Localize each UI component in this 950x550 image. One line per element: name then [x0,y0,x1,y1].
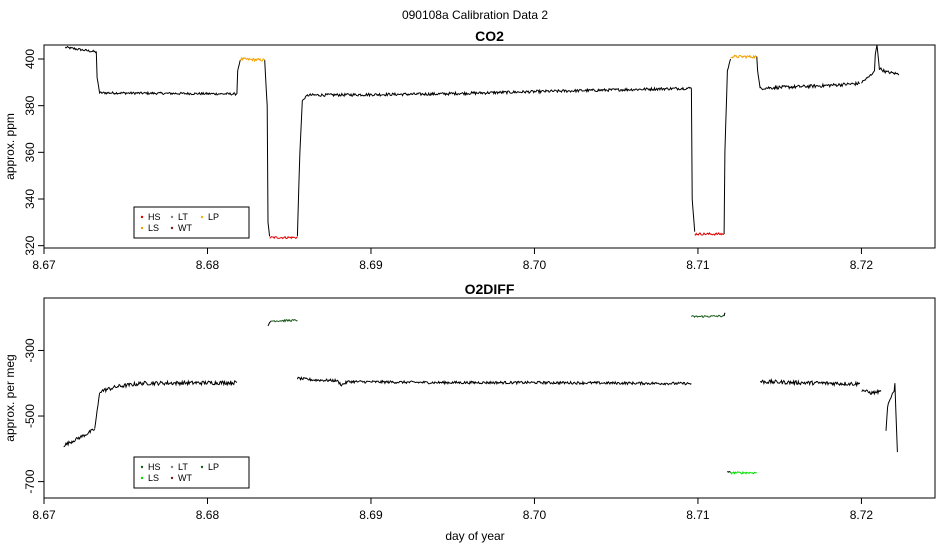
co2-series-line [723,58,732,235]
co2-legend-box [133,206,250,239]
co2-series-line [759,80,860,91]
co2-series-line [296,94,308,237]
o2diff-legend-label: LT [178,462,188,472]
co2-series-line [239,56,266,63]
o2diff-plot-frame [43,297,936,499]
o2diff-x-tick-label: 8.72 [850,508,874,522]
o2diff-series-line [296,376,692,387]
o2diff-x-tick-label: 8.69 [359,508,383,522]
o2diff-series-line [271,318,298,323]
co2-x-tick-label: 8.72 [850,258,874,272]
co2-y-axis-label: approx. ppm [3,113,17,180]
co2-plot-frame [43,44,936,249]
co2-legend-marker [140,226,144,230]
x-axis-label: day of year [445,529,504,543]
co2-axes: 8.67 8.68 8.69 8.70 8.71 8.72 320 340 360 380 400 [23,49,873,272]
o2diff-y-tick-label: -300 [23,338,37,362]
co2-series-line [264,60,271,237]
o2diff-legend-marker [170,465,174,469]
o2diff-series-line [730,470,757,475]
o2diff-legend-marker [170,476,174,480]
co2-legend-marker [170,226,174,230]
o2diff-series-line [267,320,272,327]
co2-series-line [269,235,298,240]
co2-legend-label: LS [148,223,159,233]
co2-x-tick-label: 8.69 [359,258,383,272]
co2-x-tick-label: 8.70 [523,258,547,272]
o2diff-x-tick-label: 8.67 [32,508,56,522]
o2diff-series [63,312,898,489]
o2diff-panel-title: O2DIFF [465,281,515,297]
o2diff-legend-marker [200,465,204,469]
o2diff-x-tick-label: 8.68 [196,508,220,522]
o2diff-x-tick-label: 8.71 [686,508,710,522]
o2diff-axes: 8.67 8.68 8.69 8.70 8.71 8.72 -700 -500 -300 [23,338,873,522]
co2-y-tick-label: 360 [23,142,37,162]
o2diff-series-line [691,314,725,319]
co2-legend-label: LT [178,212,188,222]
figure-title: 090108a Calibration Data 2 [402,8,548,22]
co2-x-tick-label: 8.67 [32,258,56,272]
o2diff-series-line [861,388,882,396]
o2diff-legend-label: LP [208,462,219,472]
o2diff-y-axis-label: approx. per meg [3,354,17,441]
co2-series-line [756,56,761,89]
o2diff-legend-marker [140,476,144,480]
o2diff-legend-label: WT [178,473,192,483]
o2diff-x-tick-label: 8.70 [523,508,547,522]
co2-y-tick-label: 340 [23,189,37,209]
o2diff-y-tick-label: -700 [23,469,37,493]
co2-series-line [861,44,900,84]
co2-panel-title: CO2 [475,28,504,44]
o2diff-legend-box [133,456,250,489]
o2diff-legend-label: LS [148,473,159,483]
o2diff-series-line [63,428,96,448]
o2diff-series-line [759,378,861,388]
o2diff-series-line [94,393,101,429]
co2-x-tick-label: 8.68 [196,258,220,272]
co2-legend-marker [200,215,204,219]
co2-legend-marker [170,215,174,219]
o2diff-panel: O2DIFF approx. per meg 8.67 8.68 8.69 8.70 8… [3,281,936,522]
co2-legend-marker [140,215,144,219]
co2-y-tick-label: 400 [23,49,37,69]
co2-y-tick-label: 380 [23,95,37,115]
co2-legend-label: LP [208,212,219,222]
co2-series-line [730,54,758,60]
o2diff-series-line [99,379,238,394]
o2diff-series-line [727,470,731,473]
o2diff-legend-marker [140,465,144,469]
co2-series-line [694,231,725,237]
co2-y-tick-label: 320 [23,235,37,255]
co2-legend-label: HS [148,212,161,222]
co2-legend-label: WT [178,223,192,233]
o2diff-series-line [723,312,726,317]
co2-x-tick-label: 8.71 [686,258,710,272]
o2diff-series-line [885,383,898,453]
co2-panel: CO2 approx. ppm 8.67 8.68 8.69 8.70 8.71 8.72… [3,28,936,272]
o2diff-legend-label: HS [148,462,161,472]
co2-series [64,44,900,240]
o2diff-y-tick-label: -500 [23,404,37,428]
co2-series-line [690,88,696,232]
co2-series-line [64,45,238,97]
co2-series-line [306,86,692,98]
co2-series-line [236,60,241,95]
